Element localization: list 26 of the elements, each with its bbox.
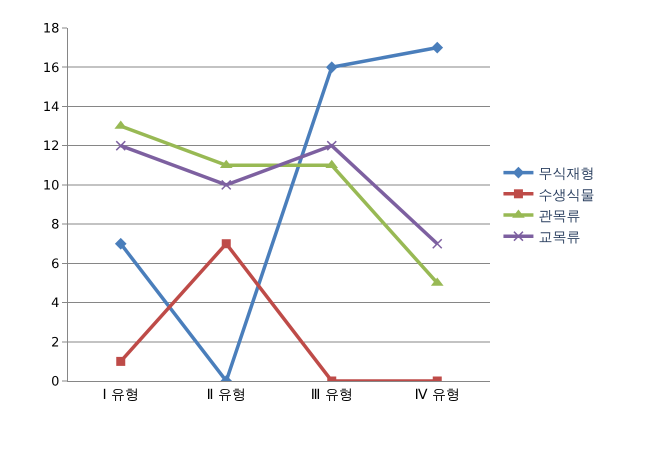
- point: [432, 238, 442, 249]
- y-tick-label: 16: [42, 60, 60, 76]
- point: [114, 238, 127, 250]
- y-tick-label: 4: [51, 296, 60, 312]
- point: [221, 180, 232, 190]
- y-tick-label: 0: [51, 374, 60, 390]
- x-tick-label: Ⅰ 유형: [102, 386, 140, 403]
- legend-label: 수생식물: [538, 187, 594, 204]
- point: [116, 140, 126, 151]
- legend-label: 무식재형: [538, 166, 594, 182]
- y-tick-label: 18: [42, 22, 60, 37]
- y-tick-label: 6: [51, 256, 60, 272]
- y-tick-label: 8: [51, 218, 60, 233]
- point: [326, 140, 337, 151]
- y-tick-label: 10: [42, 178, 60, 194]
- y-tick-label: 12: [42, 139, 60, 154]
- x-tick-label: Ⅲ 유형: [310, 386, 353, 403]
- y-tick-label: 14: [42, 100, 60, 115]
- point: [222, 239, 231, 248]
- legend-label: 교목류: [538, 230, 580, 246]
- y-tick-label: 2: [51, 335, 60, 350]
- x-tick-label: Ⅳ 유형: [414, 386, 460, 403]
- x-tick-label: Ⅱ 유형: [206, 386, 246, 403]
- legend-label: 관목류: [538, 208, 580, 224]
- point: [326, 61, 338, 74]
- point: [431, 42, 444, 54]
